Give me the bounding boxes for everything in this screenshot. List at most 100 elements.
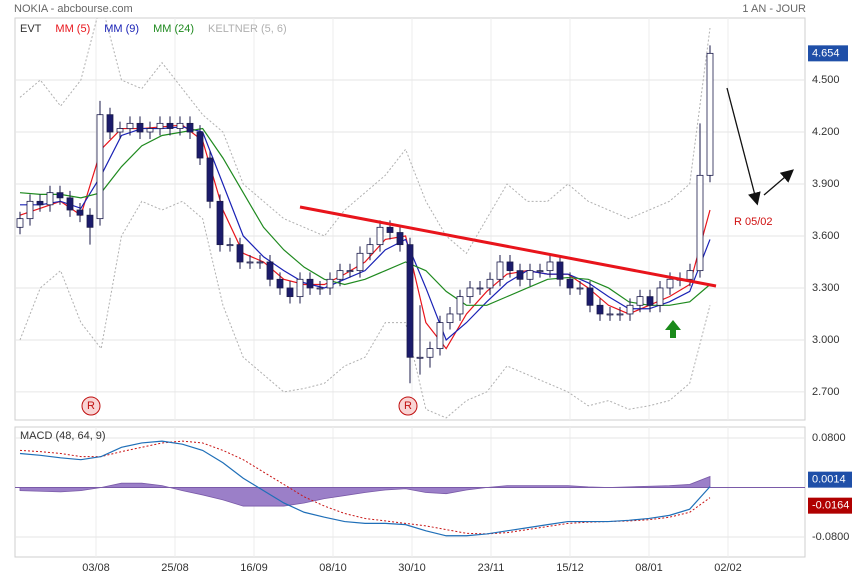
candle-body: [566, 278, 574, 289]
x-tick-label: 15/12: [556, 562, 584, 574]
candle-body: [186, 122, 194, 133]
candle-body: [686, 270, 694, 280]
candle-body: [396, 232, 404, 246]
candle-body: [106, 114, 114, 133]
candle-body: [226, 244, 234, 247]
candle-body: [56, 192, 64, 199]
legend-entry: MM (9): [104, 23, 139, 35]
keltner-band: [19, 18, 711, 255]
candle-body: [266, 261, 274, 280]
candle-body: [416, 356, 424, 359]
macd-title: MACD (48, 64, 9): [20, 430, 106, 442]
candle-body: [236, 244, 244, 263]
macd-value-label: 0.0014: [812, 474, 846, 486]
marker: R: [81, 396, 101, 416]
candle-body: [26, 200, 34, 220]
x-tick-label: 02/02: [714, 562, 742, 574]
candle-body: [666, 278, 674, 289]
y-tick-label: 3.600: [812, 230, 840, 242]
candle-body: [376, 226, 384, 246]
buy-arrow: [665, 320, 681, 338]
marker-label: R: [87, 400, 95, 412]
candle-body: [256, 261, 264, 264]
y-tick-label: 4.200: [812, 126, 840, 138]
macd-panel: [14, 426, 806, 558]
signal-value-label: -0.0164: [812, 500, 849, 512]
macd-plot: [15, 440, 805, 537]
marker-label: R: [404, 400, 412, 412]
signal-value-box: [808, 497, 852, 514]
candle-body: [606, 313, 614, 316]
candle-body: [496, 261, 504, 280]
candle-body: [636, 296, 644, 306]
price-plot: [16, 18, 714, 419]
candle-body: [486, 278, 494, 289]
arrow: [726, 87, 761, 206]
legend-entry: MM (24): [153, 23, 194, 35]
candle-body: [506, 261, 514, 272]
candle-body: [136, 122, 144, 133]
x-tick-label: 25/08: [161, 562, 189, 574]
candle-body: [76, 209, 84, 216]
candle-body: [116, 128, 124, 133]
x-tick-label: 30/10: [398, 562, 426, 574]
last-price-box: [808, 45, 848, 62]
x-tick-label: 08/10: [319, 562, 347, 574]
candle-body: [446, 313, 454, 324]
y-tick-label: 4.500: [812, 74, 840, 86]
candle-body: [646, 296, 654, 306]
candle-body: [286, 287, 294, 298]
candle-body: [386, 226, 394, 233]
candle-body: [366, 244, 374, 254]
candle-body: [436, 322, 444, 350]
x-tick-label: 23/11: [478, 562, 505, 574]
candle-body: [346, 270, 354, 273]
legend-entry: MM (5): [55, 23, 90, 35]
candle-body: [216, 200, 224, 246]
y-tick-label: 0.0800: [812, 432, 846, 444]
candle-body: [66, 197, 74, 211]
candle-body: [36, 200, 44, 206]
marker: R: [398, 396, 418, 416]
candle-body: [466, 287, 474, 298]
keltner-band: [19, 200, 711, 419]
y-tick-label: 3.000: [812, 334, 840, 346]
legend-entry: EVT: [20, 23, 42, 35]
candle-body: [306, 278, 314, 289]
candle-body: [206, 157, 214, 202]
candle-body: [166, 122, 174, 129]
candle-body: [156, 122, 164, 129]
candle-body: [96, 114, 104, 220]
candle-body: [406, 244, 414, 358]
x-tick-label: 16/09: [240, 562, 268, 574]
candle-body: [196, 131, 204, 159]
moving-average: [20, 126, 711, 341]
candle-body: [426, 348, 434, 358]
y-tick-label: 3.900: [812, 178, 840, 190]
candle-body: [526, 270, 534, 280]
candle-body: [556, 261, 564, 280]
candle-body: [176, 122, 184, 129]
candle-body: [586, 287, 594, 306]
candle-body: [696, 174, 704, 272]
candle-body: [356, 252, 364, 272]
candle-body: [706, 52, 714, 176]
y-tick-label: 2.700: [812, 386, 840, 398]
candle-body: [546, 261, 554, 272]
candle-body: [596, 304, 604, 315]
x-tick-label: 08/01: [635, 562, 663, 574]
candle-body: [326, 278, 334, 289]
moving-average: [19, 127, 711, 306]
candle-body: [146, 128, 154, 133]
candle-body: [16, 218, 24, 228]
candle-body: [316, 287, 324, 290]
candle-body: [336, 270, 344, 280]
trend-line: [299, 205, 717, 288]
chart-period: 1 AN - JOUR: [742, 3, 806, 15]
x-tick-label: 03/08: [82, 562, 110, 574]
candle-body: [616, 313, 624, 316]
candle-body: [476, 287, 484, 290]
arrow: [763, 169, 794, 196]
candle-body: [296, 278, 304, 298]
candle-body: [126, 122, 134, 129]
